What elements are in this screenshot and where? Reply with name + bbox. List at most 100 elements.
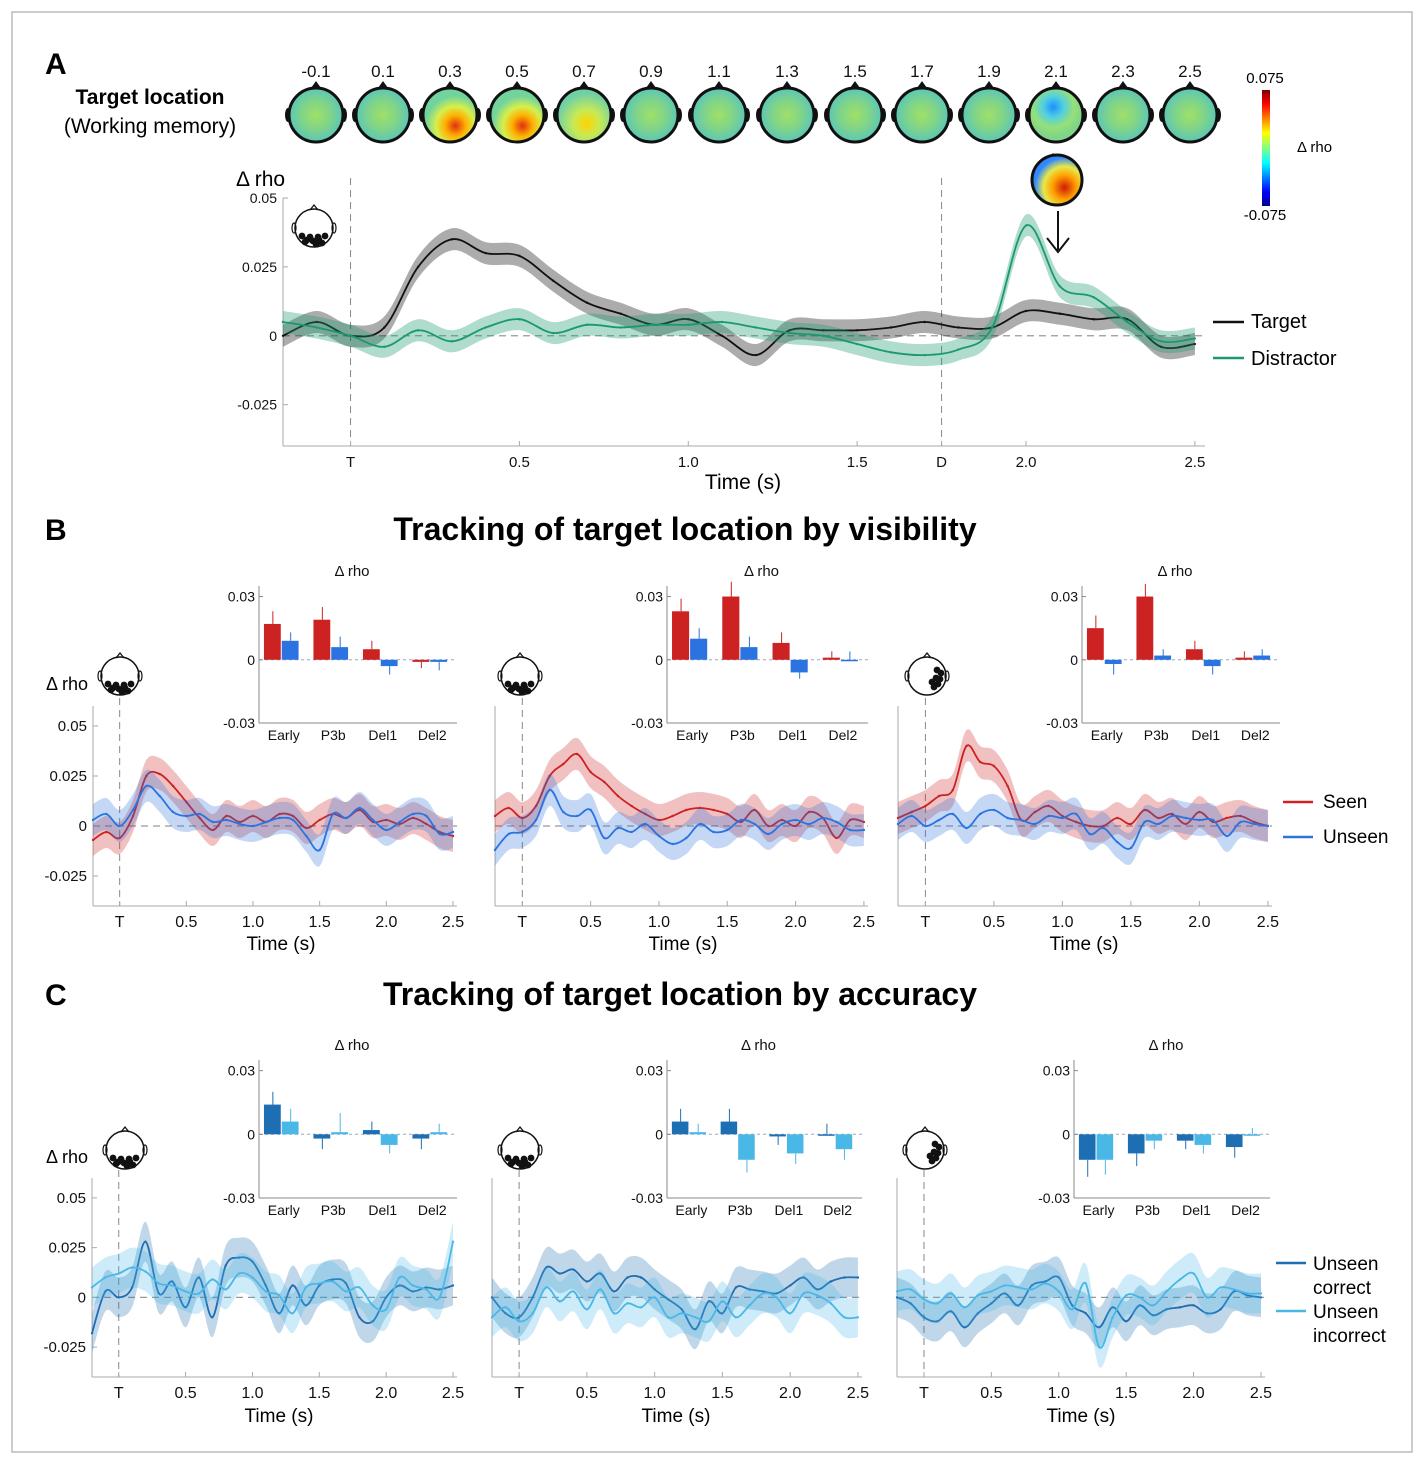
data-point <box>211 820 215 824</box>
data-point <box>411 812 415 816</box>
data-point <box>794 824 797 828</box>
data-point <box>184 1290 187 1293</box>
data-point <box>104 1290 107 1293</box>
data-point <box>211 828 215 832</box>
inset-bar <box>835 1134 853 1150</box>
data-point <box>1061 814 1064 818</box>
data-point <box>225 814 228 818</box>
data-point <box>411 1284 415 1287</box>
data-point <box>331 812 335 816</box>
data-point <box>384 1308 388 1311</box>
data-point <box>585 323 589 326</box>
data-point <box>639 1306 643 1309</box>
data-point <box>653 323 656 326</box>
xtick-label: 2.5 <box>1250 1385 1272 1402</box>
data-point <box>118 836 121 840</box>
data-point <box>517 1320 521 1323</box>
data-point <box>451 1240 455 1243</box>
data-point <box>265 820 268 824</box>
data-point <box>105 812 108 816</box>
data-point <box>855 329 859 332</box>
data-point <box>383 345 386 348</box>
inset-title: Δ rho <box>1148 1037 1183 1054</box>
data-point <box>626 1276 629 1279</box>
inset-category-label: Early <box>268 1202 300 1218</box>
topomap-time-label: 0.3 <box>438 62 462 81</box>
data-point <box>856 1316 860 1319</box>
inset-category-label: Del2 <box>418 727 447 743</box>
data-point <box>788 1284 792 1287</box>
data-point <box>671 842 674 846</box>
data-point <box>1017 1286 1020 1289</box>
inset-title: Δ rho <box>334 563 369 580</box>
data-point <box>1061 816 1064 820</box>
topomap-head <box>354 86 412 144</box>
data-point <box>1159 345 1163 348</box>
panel-c2-xlabel: Time (s) <box>642 1406 711 1427</box>
inset-bar <box>362 1130 380 1135</box>
sensor-dot <box>520 1155 528 1163</box>
data-point <box>558 1272 561 1275</box>
data-point <box>896 822 900 826</box>
topomap-head <box>555 86 613 144</box>
xtick-label: 1.0 <box>1048 1385 1070 1402</box>
data-point <box>589 770 592 774</box>
data-point <box>305 826 308 830</box>
legend-unseen-label: Unseen <box>1323 827 1389 848</box>
inset-bar <box>263 1104 281 1135</box>
inset-bar <box>412 1134 430 1139</box>
inset-bar <box>738 1134 755 1160</box>
inset-bar <box>840 659 858 662</box>
xtick-label: 1.5 <box>711 1385 733 1402</box>
confidence-band <box>898 793 1268 865</box>
topomap-head <box>488 86 546 144</box>
data-point <box>849 818 852 822</box>
xtick-label: 0.5 <box>174 1385 196 1402</box>
data-point <box>281 334 285 337</box>
data-point <box>91 818 95 822</box>
xtick-label: 0.5 <box>576 1385 598 1402</box>
inset-title: Δ rho <box>334 1037 369 1054</box>
series-line <box>491 1286 858 1323</box>
data-point <box>484 251 487 255</box>
data-point <box>739 818 743 822</box>
data-point <box>1115 816 1119 820</box>
data-point <box>963 1306 966 1309</box>
data-point <box>105 830 108 834</box>
data-point <box>1246 1292 1249 1295</box>
inset-bar <box>822 657 840 660</box>
data-point <box>780 822 784 826</box>
data-point <box>821 816 825 820</box>
data-point <box>1044 1280 1047 1283</box>
data-point <box>802 1292 805 1295</box>
data-point <box>712 808 715 812</box>
data-point <box>1102 826 1105 830</box>
data-point <box>1239 814 1242 818</box>
data-point <box>653 1288 656 1291</box>
inset-bar <box>790 659 808 673</box>
data-point <box>425 1286 428 1289</box>
data-point <box>1047 814 1050 818</box>
data-point <box>653 1296 656 1299</box>
colorbar-min: -0.075 <box>1244 207 1287 224</box>
inset-ytick-label: 0 <box>1062 1126 1070 1142</box>
data-point <box>251 1260 254 1263</box>
topomap-head <box>1094 86 1152 144</box>
data-point <box>1097 1326 1101 1329</box>
data-point <box>278 816 281 820</box>
data-point <box>748 1288 751 1291</box>
data-point <box>639 1276 643 1279</box>
data-point <box>1047 804 1050 808</box>
inset-ytick-label: 0.03 <box>1051 589 1078 605</box>
data-point <box>117 1296 120 1299</box>
topomap-head <box>826 86 884 144</box>
xtick-label: 2.5 <box>847 1385 869 1402</box>
data-point <box>1143 808 1146 812</box>
data-point <box>1143 820 1146 824</box>
series-line <box>282 238 1196 356</box>
data-point <box>788 1312 792 1315</box>
plot-b3: T 0.5 1.0 1.5 2.0 2.5 Δ rho 0.03 0 -0.03 Early P3b D… <box>896 563 1280 931</box>
data-point <box>318 818 321 822</box>
inset-ytick-label: -0.03 <box>223 715 255 731</box>
inset-category-label: Del1 <box>368 1202 397 1218</box>
